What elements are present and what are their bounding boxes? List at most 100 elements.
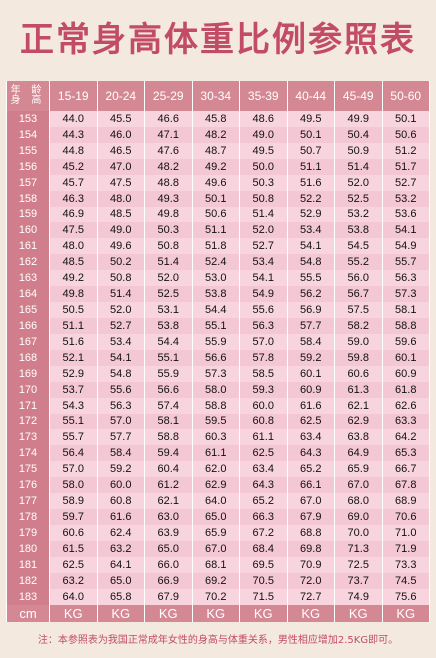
weight-cell: 55.1 (145, 349, 192, 366)
weight-cell: 63.4 (287, 429, 334, 446)
weight-cell: 73.7 (335, 572, 382, 589)
weight-cell: 49.0 (240, 126, 287, 143)
weight-cell: 63.3 (382, 413, 429, 430)
weight-cell: 67.0 (192, 540, 239, 557)
weight-cell: 48.6 (240, 111, 287, 127)
weight-cell: 53.0 (192, 270, 239, 287)
weight-cell: 70.5 (240, 572, 287, 589)
weight-cell: 73.3 (382, 556, 429, 573)
height-cell: 174 (7, 445, 49, 462)
weight-cell: 54.9 (240, 286, 287, 303)
weight-cell: 65.2 (240, 493, 287, 510)
weight-cell: 66.7 (382, 461, 429, 478)
weight-cell: 58.9 (50, 493, 97, 510)
weight-cell: 59.6 (382, 333, 429, 350)
weight-cell: 47.0 (97, 158, 144, 175)
table-row: 171 54.3 56.3 57.4 58.8 60.0 61.6 62.1 62.6 (7, 397, 429, 414)
weight-cell: 61.5 (50, 540, 97, 557)
weight-cell: 52.1 (50, 349, 97, 366)
weight-cell: 65.8 (97, 588, 144, 605)
weight-cell: 56.6 (192, 349, 239, 366)
weight-cell: 64.3 (287, 445, 334, 462)
height-cell: 169 (7, 365, 49, 382)
weight-cell: 54.3 (50, 397, 97, 414)
table-row: 161 48.0 49.6 50.8 51.8 52.7 54.1 54.5 54.9 (7, 238, 429, 255)
weight-cell: 52.4 (192, 254, 239, 271)
weight-cell: 58.2 (335, 317, 382, 334)
weight-cell: 48.0 (50, 238, 97, 255)
table-row: 157 45.7 47.5 48.8 49.6 50.3 51.6 52.0 52.7 (7, 174, 429, 191)
weight-cell: 60.1 (382, 349, 429, 366)
weight-cell: 62.0 (192, 461, 239, 478)
weight-cell: 57.4 (145, 397, 192, 414)
weight-cell: 49.3 (145, 190, 192, 207)
weight-cell: 53.4 (97, 333, 144, 350)
weight-cell: 49.2 (192, 158, 239, 175)
age-group-header: 15-19 (50, 81, 97, 111)
weight-cell: 46.6 (145, 111, 192, 127)
weight-cell: 48.5 (97, 206, 144, 223)
height-cell: 155 (7, 142, 49, 159)
weight-cell: 59.0 (335, 333, 382, 350)
weight-cell: 53.6 (382, 206, 429, 223)
height-cell: 165 (7, 302, 49, 318)
weight-cell: 52.7 (97, 317, 144, 334)
weight-cell: 57.5 (335, 302, 382, 318)
weight-cell: 53.8 (192, 286, 239, 303)
weight-cell: 48.2 (192, 126, 239, 143)
weight-cell: 52.0 (240, 222, 287, 239)
weight-cell: 50.1 (287, 126, 334, 143)
table-row: 162 48.5 50.2 51.4 52.4 53.4 54.8 55.2 55.7 (7, 254, 429, 271)
weight-cell: 64.2 (382, 429, 429, 446)
weight-cell: 49.2 (50, 270, 97, 287)
table-row: 154 44.3 46.0 47.1 48.2 49.0 50.1 50.4 50.6 (7, 126, 429, 143)
weight-cell: 50.5 (50, 302, 97, 318)
table-row: 170 53.7 55.6 56.6 58.0 59.3 60.9 61.3 61.8 (7, 381, 429, 398)
height-cell: 175 (7, 461, 49, 478)
weight-cell: 51.4 (240, 206, 287, 223)
height-cell: 182 (7, 572, 49, 589)
weight-cell: 48.5 (50, 254, 97, 271)
age-group-header: 45-49 (335, 81, 382, 111)
weight-cell: 49.6 (97, 238, 144, 255)
weight-cell: 61.2 (145, 477, 192, 494)
weight-cell: 50.8 (240, 190, 287, 207)
weight-cell: 55.9 (192, 333, 239, 350)
weight-cell: 66.3 (240, 509, 287, 525)
table-row: 181 62.5 64.1 66.0 68.1 69.5 70.9 72.5 73.3 (7, 556, 429, 573)
weight-cell: 50.0 (240, 158, 287, 175)
weight-unit: KG (50, 605, 97, 622)
weight-cell: 50.2 (97, 254, 144, 271)
weight-cell: 52.0 (97, 302, 144, 318)
weight-cell: 60.4 (145, 461, 192, 478)
weight-cell: 49.9 (335, 111, 382, 127)
height-cell: 176 (7, 477, 49, 494)
weight-cell: 53.8 (145, 317, 192, 334)
weight-cell: 47.5 (50, 222, 97, 239)
weight-cell: 67.8 (382, 477, 429, 494)
weight-cell: 47.5 (97, 174, 144, 191)
weight-cell: 51.1 (287, 158, 334, 175)
weight-cell: 50.8 (145, 238, 192, 255)
weight-cell: 52.7 (240, 238, 287, 255)
table-row: 183 64.0 65.8 67.9 70.2 71.5 72.7 74.9 75.6 (7, 588, 429, 605)
weight-cell: 72.7 (287, 588, 334, 605)
weight-cell: 67.0 (335, 477, 382, 494)
weight-cell: 68.1 (192, 556, 239, 573)
weight-cell: 56.3 (97, 397, 144, 414)
weight-cell: 58.0 (50, 477, 97, 494)
weight-cell: 57.0 (240, 333, 287, 350)
weight-cell: 62.5 (240, 445, 287, 462)
weight-cell: 59.5 (192, 413, 239, 430)
weight-cell: 52.0 (145, 270, 192, 287)
weight-cell: 58.0 (192, 381, 239, 398)
table-row: 172 55.1 57.0 58.1 59.5 60.8 62.5 62.9 63.3 (7, 413, 429, 430)
weight-cell: 68.9 (382, 493, 429, 510)
age-group-header: 35-39 (240, 81, 287, 111)
weight-cell: 50.6 (192, 206, 239, 223)
table-row: 166 51.1 52.7 53.8 55.1 56.3 57.7 58.2 58.8 (7, 317, 429, 334)
weight-cell: 58.1 (382, 302, 429, 318)
weight-cell: 63.0 (145, 509, 192, 525)
weight-cell: 57.8 (240, 349, 287, 366)
weight-cell: 51.4 (145, 254, 192, 271)
